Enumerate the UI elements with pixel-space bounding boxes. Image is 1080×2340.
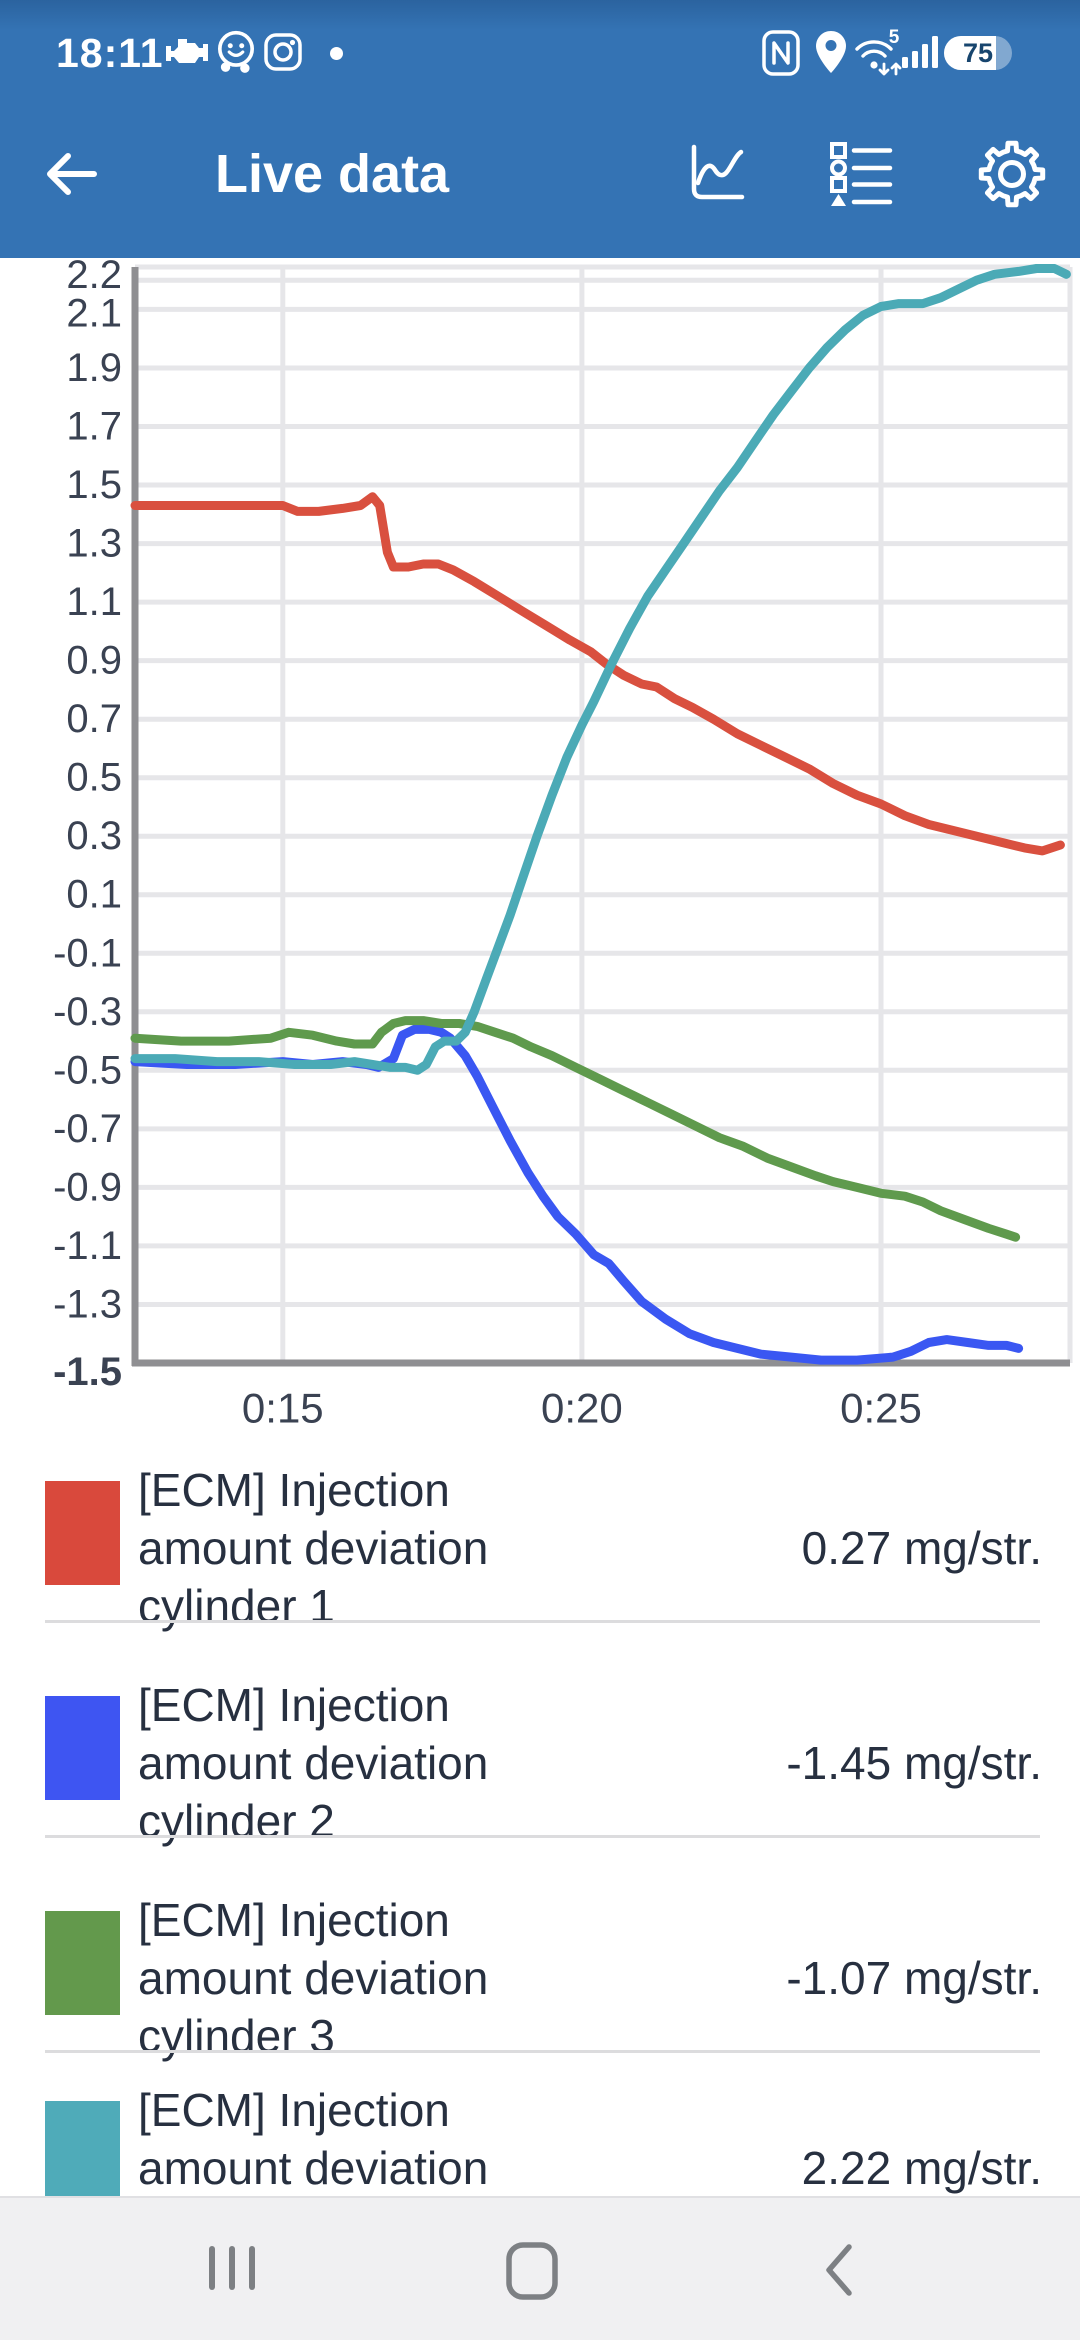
legend-label-line: [ECM] Injection: [138, 1679, 450, 1731]
engine-icon: [166, 39, 208, 63]
legend-label-line: cylinder 3: [138, 2010, 335, 2062]
divider: [45, 1620, 1040, 1623]
battery-indicator: 75: [944, 36, 1012, 70]
y-tick-label: 1.1: [66, 580, 122, 624]
y-tick-label: 0.3: [66, 814, 122, 858]
series-line-3: [130, 1016, 1021, 1242]
legend-label-line: amount deviation: [138, 2142, 489, 2194]
back-arrow-icon[interactable]: [38, 142, 102, 206]
svg-text:5: 5: [889, 28, 900, 48]
legend-row-3[interactable]: [ECM] Injection amount deviation cylinder …: [0, 1863, 1080, 2078]
legend-row-1[interactable]: [ECM] Injection amount deviation cylinder …: [0, 1433, 1080, 1648]
legend-swatch: [45, 2101, 120, 2205]
status-bar: 18:11 5: [0, 0, 1080, 90]
legend-label-line: amount deviation: [138, 1522, 489, 1574]
legend-value: -1.45 mg/str.: [786, 1737, 1042, 1789]
legend-value: -1.07 mg/str.: [786, 1952, 1042, 2004]
y-tick-label: -1.3: [53, 1283, 122, 1327]
y-tick-label: -0.3: [53, 990, 122, 1034]
legend-value: 0.27 mg/str.: [801, 1522, 1042, 1574]
battery-fill: [944, 36, 996, 70]
legend-swatch: [45, 1696, 120, 1800]
legend-label: [ECM] Injection amount deviation cylinder …: [138, 1676, 488, 1850]
divider: [45, 2050, 1040, 2053]
chart-gridlines: [135, 264, 1073, 1363]
legend-label-line: [ECM] Injection: [138, 1464, 450, 1516]
y-tick-label: 1.7: [66, 405, 122, 449]
y-tick-label: -1.5: [53, 1350, 122, 1394]
legend-row-2[interactable]: [ECM] Injection amount deviation cylinder …: [0, 1648, 1080, 1863]
legend-swatch: [45, 1911, 120, 2015]
y-tick-label: 1.3: [66, 522, 122, 566]
legend-value: 2.22 mg/str.: [801, 2142, 1042, 2194]
y-tick-label: 0.1: [66, 873, 122, 917]
app-bar: Live data: [0, 90, 1080, 258]
y-tick-label: -1.1: [53, 1224, 122, 1268]
page-title: Live data: [215, 144, 450, 204]
y-tick-label: 2.2: [66, 253, 122, 297]
chart-axes: [131, 267, 1070, 1367]
y-tick-label: 2.1: [66, 291, 122, 335]
legend-label-line: [ECM] Injection: [138, 2084, 450, 2136]
y-tick-label: 1.9: [66, 346, 122, 390]
divider: [45, 1835, 1040, 1838]
chart-view-icon[interactable]: [682, 139, 752, 209]
legend-label: [ECM] Injection amount deviation cylinder …: [138, 1461, 488, 1635]
y-tick-label: 0.5: [66, 756, 122, 800]
legend-label: [ECM] Injection amount deviation cylinder …: [138, 1891, 488, 2065]
x-tick-label: 0:15: [242, 1385, 324, 1432]
legend-label-line: amount deviation: [138, 1737, 489, 1789]
list-view-icon[interactable]: [826, 139, 896, 209]
location-icon: [816, 31, 846, 73]
chart-tick-labels: 2.22.1 1.9 1.7 1.5 1.3 1.1 0.9 0.7 0.5 0.3 0.1 -0.1…: [53, 253, 922, 1431]
legend-swatch: [45, 1481, 120, 1585]
x-tick-label: 0:25: [840, 1385, 922, 1432]
legend-label-line: [ECM] Injection: [138, 1894, 450, 1946]
legend-label-line: cylinder 1: [138, 1580, 335, 1632]
legend-label: [ECM] Injection amount deviation: [138, 2081, 488, 2197]
series-line-1: [130, 492, 1065, 856]
y-tick-label: -0.9: [53, 1165, 122, 1209]
settings-gear-icon[interactable]: [977, 139, 1047, 209]
wifi-icon: 5: [855, 28, 902, 76]
nfc-icon: [762, 30, 800, 76]
back-button[interactable]: [818, 2242, 862, 2298]
status-time: 18:11: [56, 30, 164, 76]
series-line-4: [130, 264, 1071, 1075]
waze-icon: [218, 30, 254, 73]
x-tick-label: 0:20: [541, 1385, 623, 1432]
y-tick-label: 0.9: [66, 639, 122, 683]
legend-row-4[interactable]: [ECM] Injection amount deviation 2.22 mg/s…: [0, 2053, 1080, 2268]
instagram-icon: [264, 33, 302, 71]
legend-label-line: cylinder 2: [138, 1795, 335, 1847]
home-button[interactable]: [504, 2242, 560, 2300]
y-tick-label: 0.7: [66, 697, 122, 741]
legend-label-line: amount deviation: [138, 1952, 489, 2004]
signal-icon: [902, 36, 938, 68]
y-tick-label: -0.7: [53, 1107, 122, 1151]
recents-button[interactable]: [206, 2242, 258, 2294]
y-tick-label: -0.1: [53, 931, 122, 975]
y-tick-label: 1.5: [66, 463, 122, 507]
navigation-bar: [0, 2196, 1080, 2340]
notification-dot: [330, 47, 343, 60]
battery-level: 75: [962, 37, 994, 68]
y-tick-label: -0.5: [53, 1048, 122, 1092]
